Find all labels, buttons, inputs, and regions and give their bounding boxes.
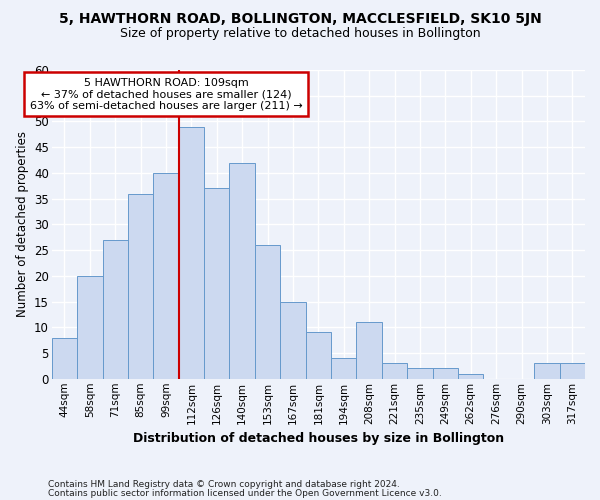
Bar [179, 126, 204, 379]
Bar [204, 188, 229, 379]
Bar [433, 368, 458, 379]
Bar [280, 302, 305, 379]
Text: Contains HM Land Registry data © Crown copyright and database right 2024.: Contains HM Land Registry data © Crown c… [48, 480, 400, 489]
X-axis label: Distribution of detached houses by size in Bollington: Distribution of detached houses by size … [133, 432, 504, 445]
Bar [534, 364, 560, 379]
Bar [331, 358, 356, 379]
Text: Contains public sector information licensed under the Open Government Licence v3: Contains public sector information licen… [48, 489, 442, 498]
Text: 5 HAWTHORN ROAD: 109sqm
← 37% of detached houses are smaller (124)
63% of semi-d: 5 HAWTHORN ROAD: 109sqm ← 37% of detache… [29, 78, 302, 111]
Bar [52, 338, 77, 379]
Bar [305, 332, 331, 379]
Bar [77, 276, 103, 379]
Bar [154, 173, 179, 379]
Text: 5, HAWTHORN ROAD, BOLLINGTON, MACCLESFIELD, SK10 5JN: 5, HAWTHORN ROAD, BOLLINGTON, MACCLESFIE… [59, 12, 541, 26]
Bar [103, 240, 128, 379]
Bar [128, 194, 154, 379]
Bar [382, 364, 407, 379]
Text: Size of property relative to detached houses in Bollington: Size of property relative to detached ho… [119, 28, 481, 40]
Bar [356, 322, 382, 379]
Bar [229, 162, 255, 379]
Y-axis label: Number of detached properties: Number of detached properties [16, 132, 29, 318]
Bar [458, 374, 484, 379]
Bar [560, 364, 585, 379]
Bar [407, 368, 433, 379]
Bar [255, 245, 280, 379]
